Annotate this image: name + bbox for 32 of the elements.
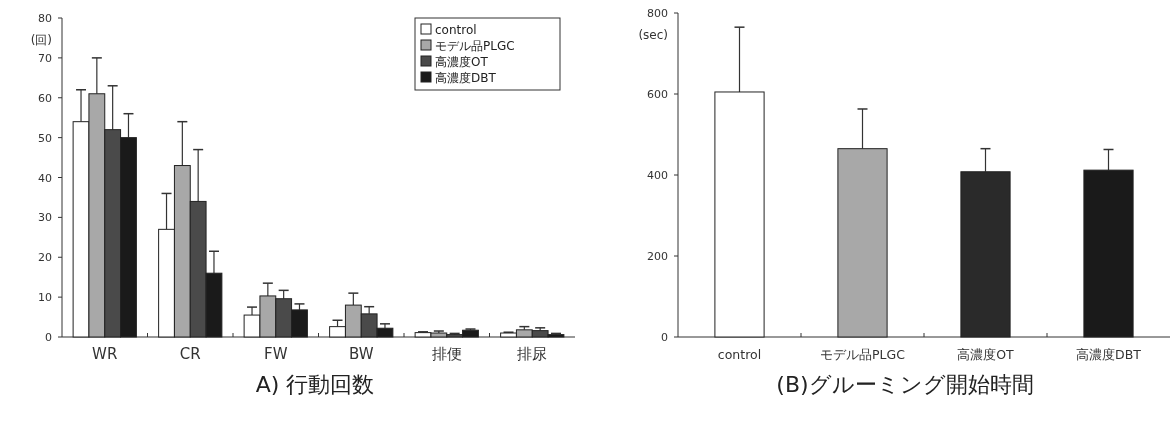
legend-label: control [435, 23, 477, 37]
x-tick-label: 排尿 [517, 345, 548, 363]
x-tick-label: 排便 [431, 345, 462, 363]
y-tick-label: 400 [647, 169, 668, 182]
y-tick-label: 200 [647, 250, 668, 263]
legend-label: モデル品PLGC [435, 39, 515, 53]
y-tick-label: 0 [661, 331, 668, 344]
y-tick-label: 80 [38, 12, 52, 25]
legend-label: 高濃度OT [435, 55, 489, 69]
x-tick-label: 高濃度DBT [1076, 347, 1142, 362]
y-tick-label: 0 [45, 331, 52, 344]
y-tick-label: 20 [38, 251, 52, 265]
x-tick-label: CR [179, 345, 201, 363]
y-tick-label: 800 [647, 7, 668, 20]
x-tick-label: モデル品PLGC [820, 347, 906, 362]
y-tick-label: 50 [38, 131, 52, 145]
x-tick-label: WR [92, 345, 118, 363]
y-tick-label: 600 [647, 88, 668, 101]
y-tick-label: 40 [38, 171, 52, 185]
y-tick-label: 30 [38, 211, 52, 225]
x-tick-label: BW [348, 345, 374, 363]
y-axis-title: (sec) [638, 28, 668, 42]
x-tick-label: control [717, 347, 762, 362]
legend-label: 高濃度DBT [435, 71, 497, 85]
text: A) 行動回数 [255, 372, 375, 397]
text: (B)グルーミング開始時間 [776, 372, 1034, 397]
y-tick-label: 60 [38, 91, 52, 105]
y-axis-title: (回) [30, 33, 52, 47]
y-tick-label: 10 [38, 291, 52, 305]
x-tick-label: FW [264, 345, 288, 363]
y-tick-label: 70 [38, 51, 52, 65]
x-tick-label: 高濃度OT [957, 347, 1015, 362]
